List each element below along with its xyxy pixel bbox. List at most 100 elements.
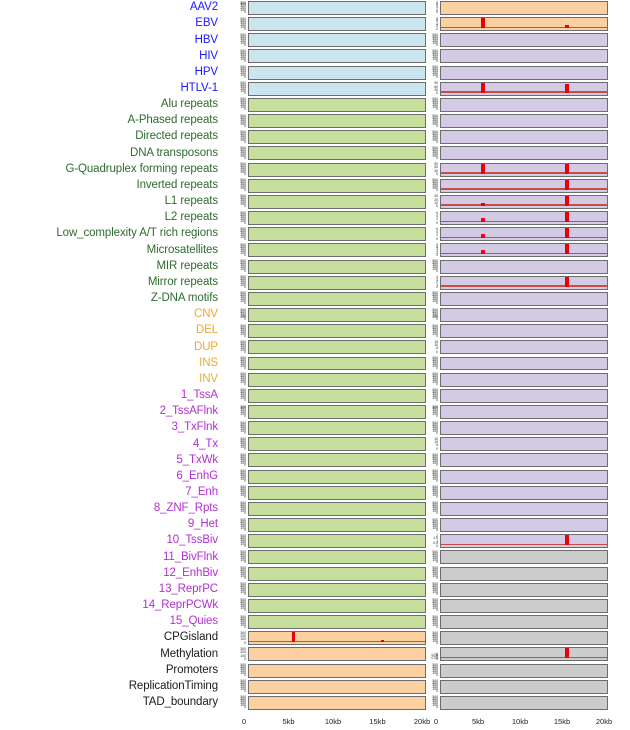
left-track-panel[interactable] xyxy=(248,340,426,355)
left-track-panel[interactable] xyxy=(248,598,426,613)
right-track-panel[interactable] xyxy=(440,243,608,258)
track-row[interactable]: DEL 0 100 200 300 400 500 0 100 200 300 400 500 xyxy=(0,324,630,339)
left-track-panel[interactable] xyxy=(248,388,426,403)
track-row[interactable]: 8_ZNF_Rpts 0 100 200 300 400 500 0 100 200 300 400 5… xyxy=(0,502,630,516)
right-track-panel[interactable] xyxy=(440,211,608,226)
right-track-panel[interactable] xyxy=(440,97,608,112)
left-track-panel[interactable] xyxy=(248,33,426,48)
left-track-panel[interactable] xyxy=(248,211,426,226)
right-track-panel[interactable] xyxy=(440,291,608,306)
right-track-panel[interactable] xyxy=(440,275,608,290)
right-track-panel[interactable] xyxy=(440,679,608,694)
track-row[interactable]: 10_TssBiv 0 100 200 300 400 500 0 0.5 1 1.5 2 xyxy=(0,534,630,549)
track-row[interactable]: EBV 0 100 200 300 400 500 0 2 4 6 8 xyxy=(0,17,630,32)
track-row[interactable]: 15_Quies 0 100 200 300 400 500 0 100 200 300 400 500 xyxy=(0,615,630,630)
track-row[interactable]: DNA transposons 0 100 200 300 400 500 0 100 200 30… xyxy=(0,146,630,161)
track-row[interactable]: CNV 0 100 200 300 400 500 0 100 200 300 400 500 xyxy=(0,308,630,322)
track-row[interactable]: 2_TssAFlnk 0 100 200 300 400 500 0 100 200 300 400 5… xyxy=(0,405,630,419)
track-row[interactable]: A-Phased repeats 0 100 200 300 400 500 0 100 200 3… xyxy=(0,114,630,129)
left-track-panel[interactable] xyxy=(248,372,426,387)
left-track-panel[interactable] xyxy=(248,663,426,678)
left-track-panel[interactable] xyxy=(248,178,426,193)
left-track-panel[interactable] xyxy=(248,550,426,565)
right-track-panel[interactable] xyxy=(440,340,608,355)
left-track-panel[interactable] xyxy=(248,647,426,662)
track-row[interactable]: CPGisland 0 100 200 300 0 100 200 300 400 500 xyxy=(0,631,630,646)
left-track-panel[interactable] xyxy=(248,582,426,597)
right-track-panel[interactable] xyxy=(440,17,608,32)
right-track-panel[interactable] xyxy=(440,405,608,419)
track-row[interactable]: L2 repeats 0 100 200 300 400 500 0 2 4 6 xyxy=(0,211,630,226)
left-track-panel[interactable] xyxy=(248,81,426,96)
right-track-panel[interactable] xyxy=(440,566,608,581)
track-row[interactable]: Methylation 0 100 200 300 0 0.25 0.5 0.75 1 xyxy=(0,647,630,662)
right-track-panel[interactable] xyxy=(440,227,608,242)
track-row[interactable]: INV 0 100 200 300 400 500 0 100 200 300 400 500 xyxy=(0,372,630,387)
right-track-panel[interactable] xyxy=(440,582,608,597)
track-row[interactable]: 5_TxWk 0 100 200 300 400 500 0 100 200 300 400 500 xyxy=(0,453,630,468)
left-track-panel[interactable] xyxy=(248,259,426,274)
track-row[interactable]: Mirror repeats 0 100 200 300 400 500 0 1 2 3 4 xyxy=(0,275,630,290)
right-track-panel[interactable] xyxy=(440,598,608,613)
left-track-panel[interactable] xyxy=(248,324,426,339)
right-track-panel[interactable] xyxy=(440,33,608,48)
right-track-panel[interactable] xyxy=(440,501,608,516)
track-row[interactable]: 4_Tx 0 100 200 300 400 500 0 5 10 15 xyxy=(0,437,630,452)
left-track-panel[interactable] xyxy=(248,469,426,484)
track-row[interactable]: 14_ReprPCWk 0 100 200 300 400 500 0 100 200 300 400… xyxy=(0,598,630,613)
left-track-panel[interactable] xyxy=(248,453,426,468)
right-track-panel[interactable] xyxy=(440,469,608,484)
track-row[interactable]: AAV2 0 100 200 300 400 500 0 2 4 6 8 xyxy=(0,1,630,15)
left-track-panel[interactable] xyxy=(248,291,426,306)
track-row[interactable]: Promoters 0 100 200 300 400 500 0 100 200 300 400 50… xyxy=(0,663,630,678)
track-row[interactable]: Z-DNA motifs 0 100 200 300 400 500 0 100 200 300 40… xyxy=(0,291,630,306)
track-row[interactable]: Microsatellites 0 100 200 300 400 500 0 1 2 3 4 5 xyxy=(0,243,630,258)
left-track-panel[interactable] xyxy=(248,1,426,15)
track-row[interactable]: Alu repeats 0 100 200 300 400 500 0 100 200 300 400… xyxy=(0,98,630,112)
right-track-panel[interactable] xyxy=(440,194,608,209)
track-row[interactable]: Directed repeats 0 100 200 300 400 500 0 100 200 3… xyxy=(0,130,630,145)
right-track-panel[interactable] xyxy=(440,663,608,678)
track-row[interactable]: DUP 0 100 200 300 400 500 0 5 10 15 xyxy=(0,340,630,355)
right-track-panel[interactable] xyxy=(440,146,608,161)
track-row[interactable]: 6_EnhG 0 100 200 300 400 500 0 100 200 300 400 500 xyxy=(0,469,630,484)
track-row[interactable]: L1 repeats 0 100 200 300 400 500 0 10 20 30 xyxy=(0,194,630,209)
left-track-panel[interactable] xyxy=(248,631,426,646)
left-track-panel[interactable] xyxy=(248,615,426,630)
right-track-panel[interactable] xyxy=(440,259,608,274)
right-track-panel[interactable] xyxy=(440,81,608,96)
left-track-panel[interactable] xyxy=(248,421,426,436)
right-track-panel[interactable] xyxy=(440,437,608,452)
right-track-panel[interactable] xyxy=(440,324,608,339)
right-track-panel[interactable] xyxy=(440,308,608,322)
left-track-panel[interactable] xyxy=(248,534,426,549)
track-row[interactable]: ReplicationTiming 0 100 200 300 400 500 0 100 200… xyxy=(0,679,630,694)
left-track-panel[interactable] xyxy=(248,308,426,322)
track-row[interactable]: 7_Enh 0 100 200 300 400 500 0 100 200 300 400 500 xyxy=(0,485,630,500)
left-track-panel[interactable] xyxy=(248,679,426,694)
track-row[interactable]: INS 0 100 200 300 400 500 0 100 200 300 400 500 xyxy=(0,356,630,371)
track-row[interactable]: TAD_boundary 0 100 200 300 400 500 0 100 200 300 40… xyxy=(0,695,630,710)
left-track-panel[interactable] xyxy=(248,437,426,452)
track-row[interactable]: 3_TxFlnk 0 100 200 300 400 500 0 100 200 300 400 500 xyxy=(0,421,630,436)
track-row[interactable]: Low_complexity A/T rich regions 0 100 200 30… xyxy=(0,227,630,242)
right-track-panel[interactable] xyxy=(440,695,608,710)
right-track-panel[interactable] xyxy=(440,518,608,533)
right-track-panel[interactable] xyxy=(440,162,608,177)
left-track-panel[interactable] xyxy=(248,162,426,177)
left-track-panel[interactable] xyxy=(248,49,426,64)
track-row[interactable]: 1_TssA 0 100 200 300 400 500 0 100 200 300 400 500 xyxy=(0,388,630,403)
track-row[interactable]: 13_ReprPC 0 100 200 300 400 500 0 100 200 300 400 50… xyxy=(0,582,630,597)
track-row[interactable]: HTLV-1 0 100 200 300 400 500 0 30 60 90 xyxy=(0,81,630,96)
right-track-panel[interactable] xyxy=(440,421,608,436)
left-track-panel[interactable] xyxy=(248,356,426,371)
left-track-panel[interactable] xyxy=(248,275,426,290)
left-track-panel[interactable] xyxy=(248,501,426,516)
track-row[interactable]: HIV 0 100 200 300 400 500 0 100 200 300 400 500 xyxy=(0,49,630,64)
left-track-panel[interactable] xyxy=(248,518,426,533)
left-track-panel[interactable] xyxy=(248,114,426,129)
right-track-panel[interactable] xyxy=(440,534,608,549)
left-track-panel[interactable] xyxy=(248,485,426,500)
left-track-panel[interactable] xyxy=(248,194,426,209)
right-track-panel[interactable] xyxy=(440,49,608,64)
